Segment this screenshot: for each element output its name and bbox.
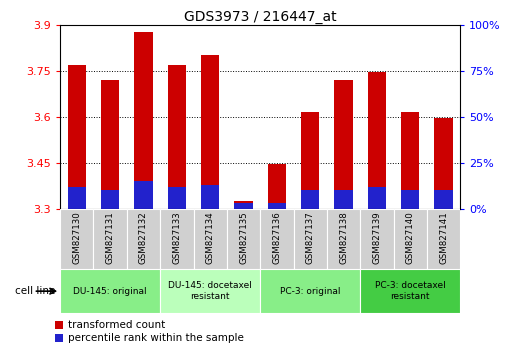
- Text: GSM827134: GSM827134: [206, 211, 214, 264]
- Bar: [394, 209, 427, 269]
- Bar: [368, 72, 386, 209]
- Bar: [268, 203, 286, 209]
- Bar: [334, 190, 353, 209]
- Bar: [234, 203, 253, 209]
- Bar: [301, 112, 320, 209]
- Bar: [301, 190, 320, 209]
- Bar: [427, 209, 460, 269]
- Text: cell line: cell line: [15, 286, 55, 296]
- Text: DU-145: docetaxel
resistant: DU-145: docetaxel resistant: [168, 281, 252, 301]
- Bar: [168, 65, 186, 209]
- Bar: [160, 209, 194, 269]
- Bar: [360, 269, 460, 313]
- Text: GSM827131: GSM827131: [106, 211, 115, 264]
- Bar: [227, 209, 260, 269]
- Bar: [194, 209, 227, 269]
- Text: GSM827137: GSM827137: [306, 211, 315, 264]
- Bar: [168, 187, 186, 209]
- Bar: [260, 269, 360, 313]
- Text: GSM827141: GSM827141: [439, 211, 448, 264]
- Bar: [101, 80, 119, 209]
- Bar: [134, 33, 153, 209]
- Bar: [435, 190, 453, 209]
- Bar: [334, 80, 353, 209]
- Bar: [234, 201, 253, 209]
- Bar: [293, 209, 327, 269]
- Bar: [127, 209, 160, 269]
- Bar: [67, 65, 86, 209]
- Text: GSM827133: GSM827133: [173, 211, 181, 264]
- Bar: [260, 209, 293, 269]
- Bar: [435, 118, 453, 209]
- Text: GSM827130: GSM827130: [72, 211, 81, 264]
- Bar: [94, 209, 127, 269]
- Bar: [360, 209, 393, 269]
- Bar: [101, 190, 119, 209]
- Bar: [327, 209, 360, 269]
- Bar: [134, 181, 153, 209]
- Bar: [160, 269, 260, 313]
- Title: GDS3973 / 216447_at: GDS3973 / 216447_at: [184, 10, 336, 24]
- Bar: [268, 164, 286, 209]
- Legend: transformed count, percentile rank within the sample: transformed count, percentile rank withi…: [55, 320, 244, 343]
- Text: GSM827136: GSM827136: [272, 211, 281, 264]
- Bar: [60, 269, 160, 313]
- Bar: [201, 185, 219, 209]
- Text: PC-3: docetaxel
resistant: PC-3: docetaxel resistant: [375, 281, 446, 301]
- Text: GSM827132: GSM827132: [139, 211, 148, 264]
- Text: GSM827139: GSM827139: [372, 211, 381, 264]
- Text: PC-3: original: PC-3: original: [280, 287, 340, 296]
- Bar: [60, 209, 94, 269]
- Bar: [401, 112, 419, 209]
- Text: GSM827138: GSM827138: [339, 211, 348, 264]
- Text: GSM827135: GSM827135: [239, 211, 248, 264]
- Bar: [201, 56, 219, 209]
- Bar: [401, 190, 419, 209]
- Bar: [67, 187, 86, 209]
- Text: GSM827140: GSM827140: [406, 211, 415, 264]
- Text: DU-145: original: DU-145: original: [73, 287, 147, 296]
- Bar: [368, 187, 386, 209]
